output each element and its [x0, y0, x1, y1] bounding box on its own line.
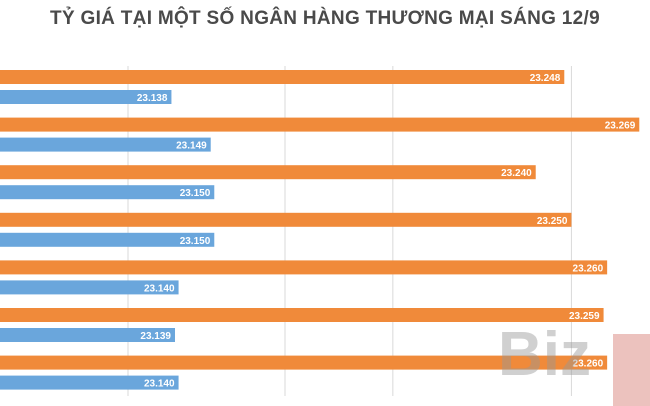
bar-series-1: [0, 260, 608, 275]
data-label: 23.259: [569, 311, 600, 322]
data-label: 23.150: [180, 236, 211, 247]
bar-series-1: [0, 355, 608, 370]
bar-series-2: [0, 280, 179, 295]
data-label: 23.260: [573, 263, 604, 274]
bar-series-1: [0, 165, 536, 180]
bars: [0, 70, 640, 390]
data-label: 23.140: [144, 283, 175, 294]
data-label: 23.248: [530, 73, 561, 84]
data-label: 23.240: [501, 168, 532, 179]
grid-lines: [127, 66, 572, 396]
bar-series-2: [0, 375, 179, 390]
bar-series-2: [0, 185, 215, 200]
data-label: 23.269: [605, 121, 636, 132]
chart-title: TỶ GIÁ TẠI MỘT SỐ NGÂN HÀNG THƯƠNG MẠI S…: [50, 8, 600, 29]
bar-series-1: [0, 70, 565, 84]
bar-series-1: [0, 308, 604, 322]
data-label: 23.150: [180, 188, 211, 199]
data-label: 23.260: [573, 359, 604, 370]
data-label: 23.138: [137, 93, 168, 104]
data-label: 23.250: [537, 216, 568, 227]
data-label: 23.140: [144, 379, 175, 390]
bar-series-1: [0, 117, 640, 132]
bar-series-2: [0, 328, 175, 342]
data-labels: 23.248 23.138 23.269 23.149 23.240 23.150 23.2…: [137, 73, 636, 390]
bar-series-2: [0, 232, 215, 247]
bar-series-1: [0, 212, 572, 227]
data-label: 23.139: [140, 331, 171, 342]
data-label: 23.149: [176, 141, 207, 152]
bar-series-2: [0, 90, 172, 104]
bar-series-2: [0, 137, 211, 152]
